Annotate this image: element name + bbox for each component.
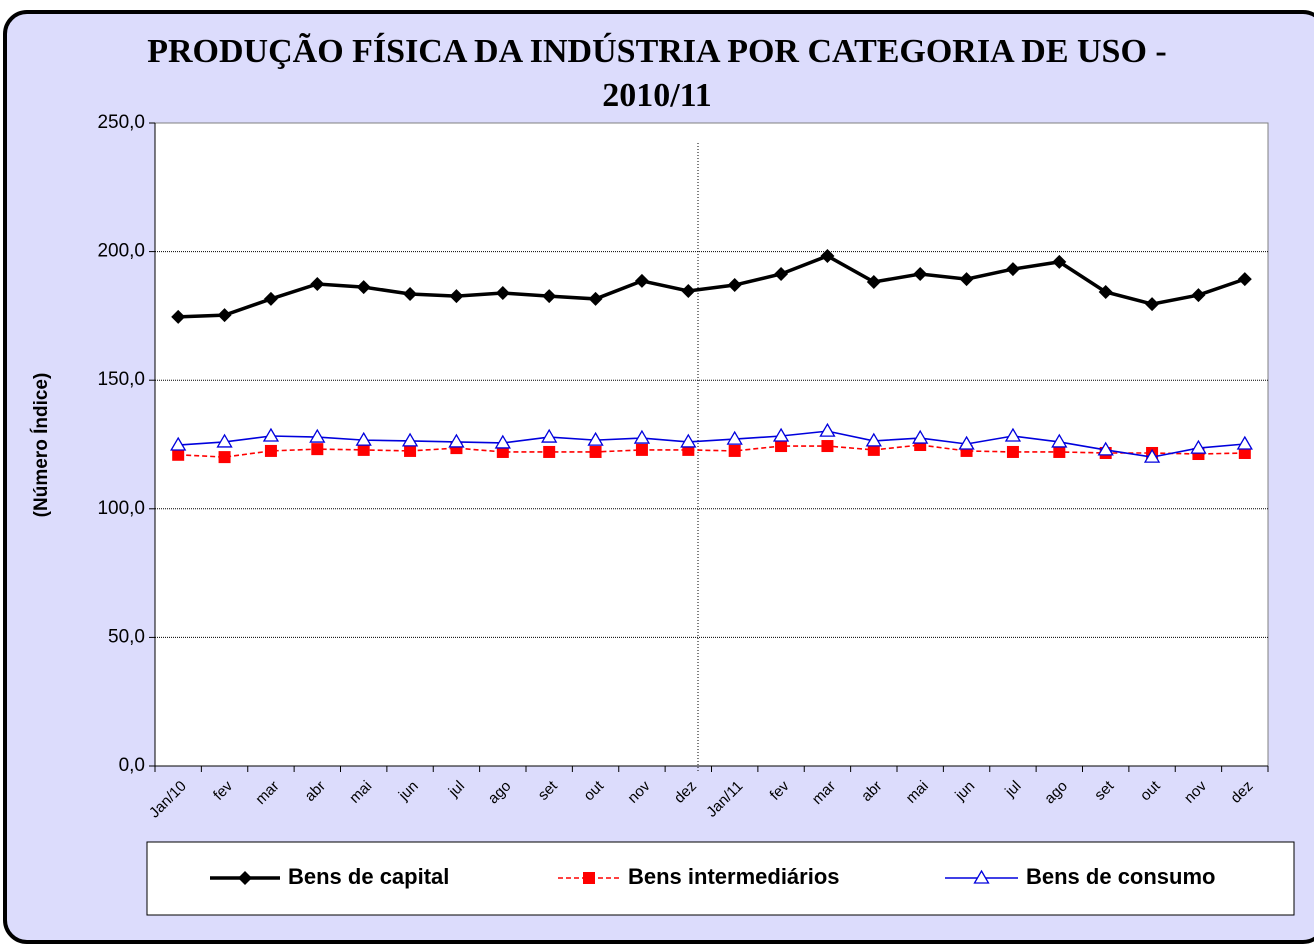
marker	[913, 266, 928, 281]
marker	[1052, 254, 1067, 269]
marker	[264, 444, 277, 457]
marker	[867, 443, 880, 456]
marker	[404, 444, 417, 457]
marker	[1005, 262, 1020, 277]
marker	[819, 422, 836, 437]
marker	[959, 272, 974, 287]
series-line	[178, 444, 1245, 458]
marker	[589, 445, 602, 458]
chart-title: PRODUÇÃO FÍSICA DA INDÚSTRIA POR CATEGOR…	[147, 33, 1167, 114]
legend	[146, 841, 1295, 916]
y-tick-label: 50,0	[108, 626, 145, 647]
marker	[496, 445, 509, 458]
marker	[1191, 288, 1206, 303]
marker	[1238, 446, 1251, 459]
y-tick-label: 150,0	[97, 369, 145, 390]
marker	[172, 448, 185, 461]
plot-area	[154, 122, 1269, 767]
marker	[588, 291, 603, 306]
marker	[912, 429, 929, 444]
marker	[355, 431, 372, 446]
marker	[542, 289, 557, 304]
marker	[775, 440, 788, 453]
y-axis-label: (Número Índice)	[30, 373, 52, 518]
marker	[633, 429, 651, 444]
marker	[401, 432, 419, 447]
marker	[448, 433, 465, 448]
marker	[1006, 445, 1019, 458]
marker	[1004, 427, 1022, 442]
marker	[1097, 441, 1114, 456]
marker	[494, 434, 511, 449]
marker	[170, 436, 187, 451]
marker	[1236, 435, 1253, 450]
marker	[866, 274, 881, 289]
y-tick-label: 100,0	[97, 498, 145, 519]
y-tick-label: 250,0	[97, 112, 145, 133]
marker	[1098, 284, 1113, 299]
marker	[1190, 439, 1207, 454]
marker	[728, 444, 741, 457]
marker	[171, 309, 186, 324]
marker	[726, 430, 743, 445]
marker	[772, 427, 790, 442]
marker	[449, 289, 464, 304]
marker	[309, 428, 326, 443]
marker	[1051, 433, 1068, 448]
marker	[865, 432, 882, 447]
legend-label: Bens de consumo	[1026, 864, 1215, 889]
marker	[311, 443, 324, 456]
marker	[216, 433, 233, 448]
marker	[727, 278, 742, 293]
y-tick-label: 200,0	[97, 241, 145, 262]
marker	[1145, 297, 1160, 312]
marker	[541, 428, 558, 443]
y-tick-label: 0,0	[119, 755, 145, 776]
marker	[262, 427, 280, 442]
marker	[583, 872, 595, 884]
marker	[1053, 445, 1066, 458]
marker	[587, 431, 604, 446]
marker	[495, 286, 510, 301]
marker	[1237, 272, 1252, 287]
marker	[680, 433, 697, 448]
marker	[1143, 448, 1161, 463]
marker	[263, 291, 278, 306]
marker	[958, 435, 975, 450]
marker	[634, 273, 649, 288]
marker	[820, 248, 835, 263]
legend-label: Bens de capital	[288, 864, 449, 889]
marker	[310, 277, 325, 292]
marker	[217, 308, 232, 323]
marker	[357, 443, 370, 456]
marker	[238, 871, 252, 885]
series-line	[178, 430, 1245, 458]
marker	[635, 443, 648, 456]
marker	[681, 283, 696, 298]
marker	[821, 440, 834, 453]
marker	[218, 451, 231, 464]
marker	[403, 287, 418, 302]
legend-label: Bens intermediários	[628, 864, 840, 889]
marker	[774, 266, 789, 281]
marker	[973, 869, 990, 884]
series-line	[178, 254, 1246, 319]
marker	[543, 445, 556, 458]
marker	[356, 280, 371, 295]
